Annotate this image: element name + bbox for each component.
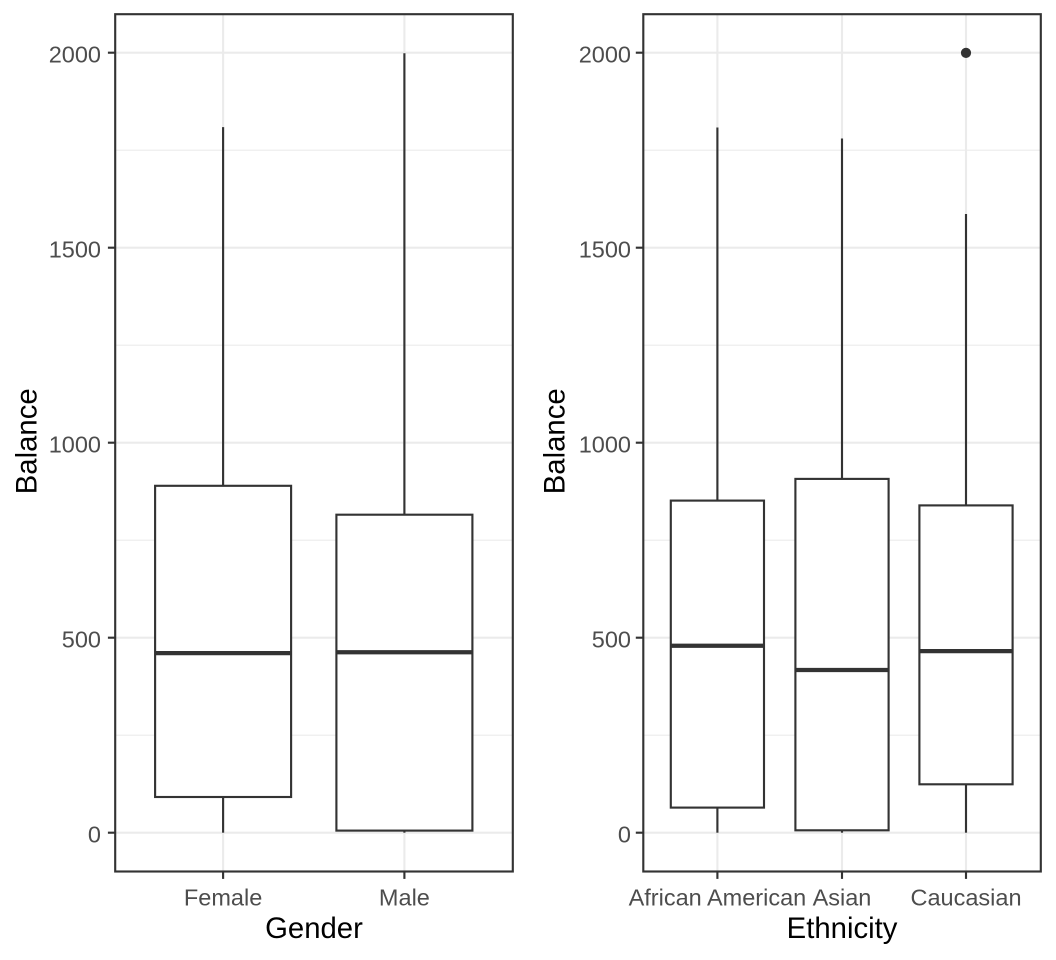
svg-text:2000: 2000: [579, 42, 631, 68]
svg-text:Caucasian: Caucasian: [910, 884, 1021, 910]
svg-text:Balance: Balance: [11, 388, 44, 494]
svg-text:2000: 2000: [49, 42, 101, 68]
svg-text:0: 0: [88, 822, 101, 848]
svg-text:1000: 1000: [579, 432, 631, 458]
svg-text:1500: 1500: [49, 237, 101, 263]
svg-text:1500: 1500: [579, 237, 631, 263]
svg-text:500: 500: [62, 627, 101, 653]
svg-text:Balance: Balance: [539, 388, 572, 494]
svg-text:African American: African American: [629, 884, 807, 910]
svg-text:0: 0: [618, 822, 631, 848]
svg-text:Male: Male: [379, 884, 430, 910]
svg-text:Ethnicity: Ethnicity: [787, 912, 898, 945]
svg-text:500: 500: [592, 627, 631, 653]
svg-text:1000: 1000: [49, 432, 101, 458]
svg-text:Gender: Gender: [265, 912, 363, 945]
svg-text:Asian: Asian: [813, 884, 872, 910]
svg-text:Female: Female: [184, 884, 262, 910]
